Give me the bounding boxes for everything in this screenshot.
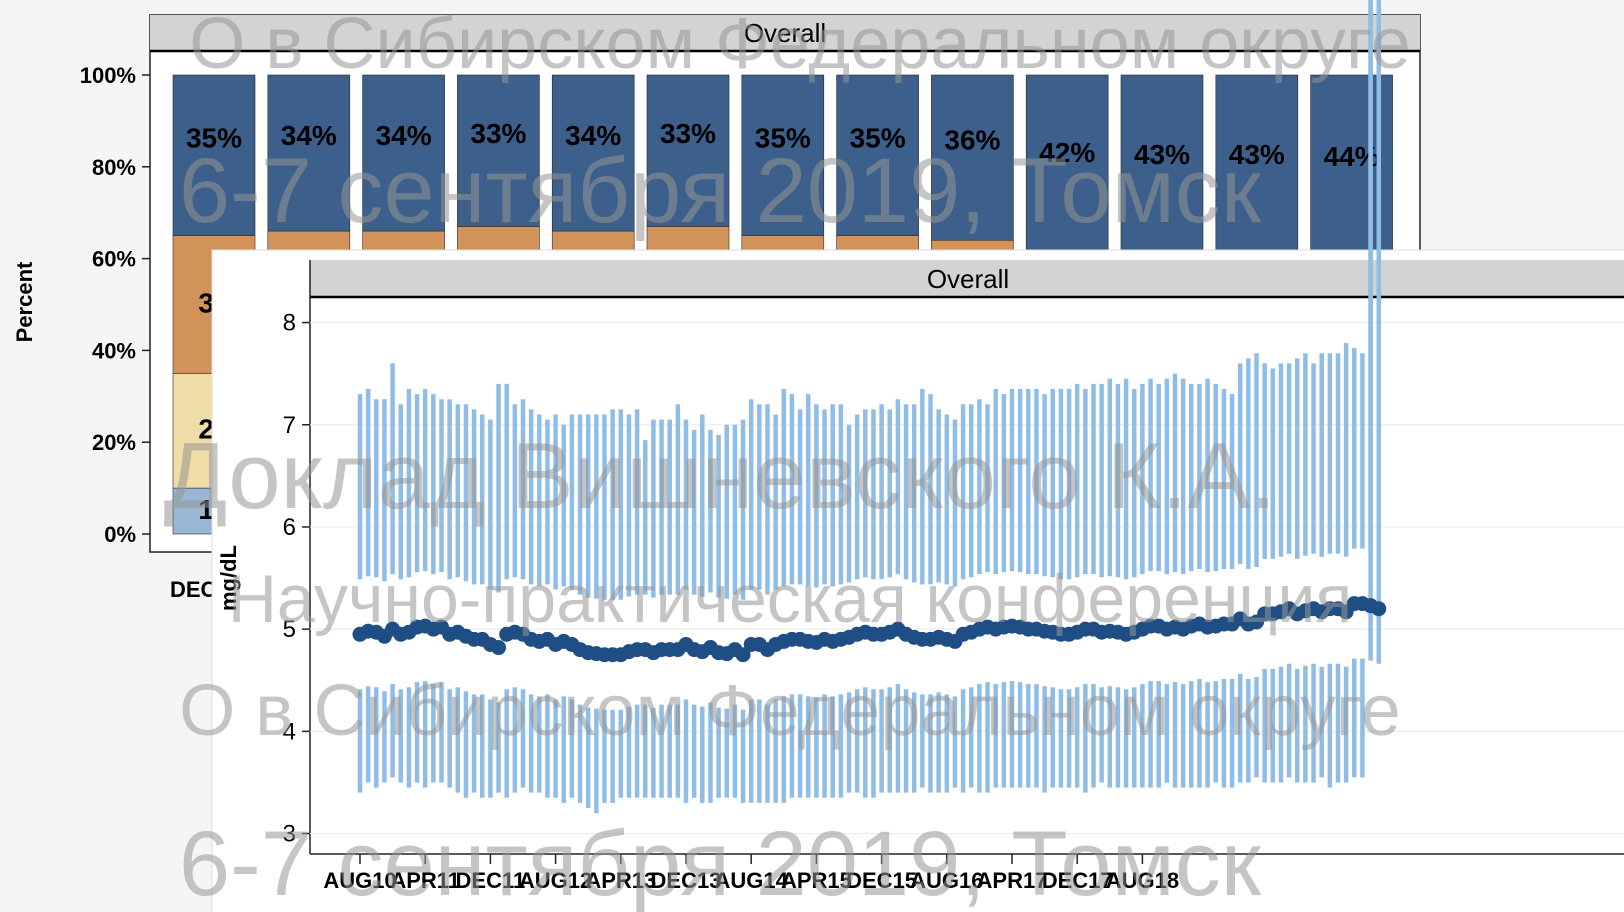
line-chart-x-tick-label: AUG12	[519, 868, 592, 893]
line-chart-header	[310, 260, 1624, 296]
line-chart-x-tick-label: DEC13	[651, 868, 722, 893]
bar-chart-y-axis-label: Percent	[12, 261, 37, 342]
bar-chart-y-tick-label: 60%	[92, 247, 136, 272]
watermark-line: Научно-практическая конференция	[228, 561, 1352, 637]
bar-chart-panel-title: Overall	[744, 18, 826, 48]
line-chart-x-tick-label: DEC17	[1042, 868, 1113, 893]
mean-point	[1371, 601, 1387, 617]
bar-data-label: 34%	[565, 120, 621, 151]
bar-data-label: 36%	[944, 124, 1000, 155]
mean-point	[491, 640, 507, 656]
line-chart-frame	[211, 249, 1624, 912]
watermark-line: О в Сибирском Федеральном округе	[179, 671, 1401, 751]
bar-chart-x-tick-label: DEC	[170, 577, 217, 602]
stacked-bar-segment	[931, 74, 1014, 241]
line-chart-y-axis-label: mg/dL	[216, 545, 241, 611]
line-chart-x-tick-label: AUG14	[715, 868, 789, 893]
line-chart-y-tick-label: 3	[283, 821, 296, 848]
bar-chart-y-tick-label: 20%	[92, 430, 136, 455]
line-chart-y-tick-label: 8	[283, 310, 296, 337]
bar-data-label: 43%	[1134, 139, 1190, 170]
bar-data-label: 34%	[281, 120, 337, 151]
bar-data-label: 33%	[660, 118, 716, 149]
stacked-bar-segment	[646, 74, 730, 227]
line-chart-y-tick-label: 5	[283, 616, 296, 643]
stacked-bar-segment	[1120, 74, 1204, 273]
bar-chart-y-tick-label: 40%	[92, 338, 136, 363]
bar-data-label: 35%	[755, 122, 811, 153]
bar-data-label: 35%	[850, 122, 906, 153]
stacked-bar-segment	[362, 74, 445, 232]
line-chart-x-tick-label: DEC15	[846, 868, 917, 893]
bar-chart-y-tick-label: 0%	[104, 522, 136, 547]
stacked-bar-segment	[741, 74, 825, 236]
watermark-line: 6-7 сентября 2019, Томск	[179, 140, 1262, 242]
line-chart-x-tick-label: AUG16	[910, 868, 983, 893]
stacked-bar-segment	[551, 74, 635, 232]
line-chart-y-tick-label: 4	[283, 718, 296, 745]
bar-data-label: 42%	[1039, 137, 1095, 168]
bar-data-label: 35%	[186, 122, 242, 153]
watermark-line: Доклад Вишневского К.А.	[164, 423, 1277, 528]
line-chart-x-tick-label: APR15	[781, 868, 852, 893]
stacked-bar-segment	[172, 74, 256, 236]
watermark-line: 6-7 сентября 2019, Томск	[179, 813, 1262, 912]
line-chart-x-tick-label: APR17	[977, 868, 1048, 893]
stacked-bar-segment	[836, 74, 919, 236]
stacked-bar-segment	[457, 74, 540, 227]
line-chart-panel-title: Overall	[927, 264, 1009, 294]
line-chart-x-tick-label: DEC11	[456, 868, 526, 893]
bar-chart-y-tick-label: 80%	[92, 155, 136, 180]
stacked-bar-segment	[1025, 74, 1109, 269]
line-chart-x-tick-label: AUG18	[1106, 868, 1179, 893]
bar-chart-y-tick-label: 100%	[80, 63, 136, 88]
mean-point	[735, 647, 751, 663]
stacked-bar-segment	[1215, 74, 1299, 273]
line-chart-y-tick-label: 7	[283, 412, 296, 439]
line-chart-x-tick-label: APR13	[585, 868, 656, 893]
watermark-line: О в Сибирском Федеральном округе	[189, 4, 1411, 84]
line-chart-x-tick-label: AUG10	[323, 868, 396, 893]
bar-data-label: 34%	[376, 120, 432, 151]
bar-chart-header	[150, 15, 1420, 51]
bar-data-label: 33%	[470, 118, 526, 149]
line-chart-y-tick-label: 6	[283, 514, 296, 541]
bar-data-label: 43%	[1229, 139, 1285, 170]
stacked-bar-segment	[267, 74, 351, 232]
watermark-overlay: О в Сибирском Федеральном округе 6-7 сент…	[164, 4, 1411, 912]
line-chart-x-tick-label: APR11	[390, 868, 460, 893]
